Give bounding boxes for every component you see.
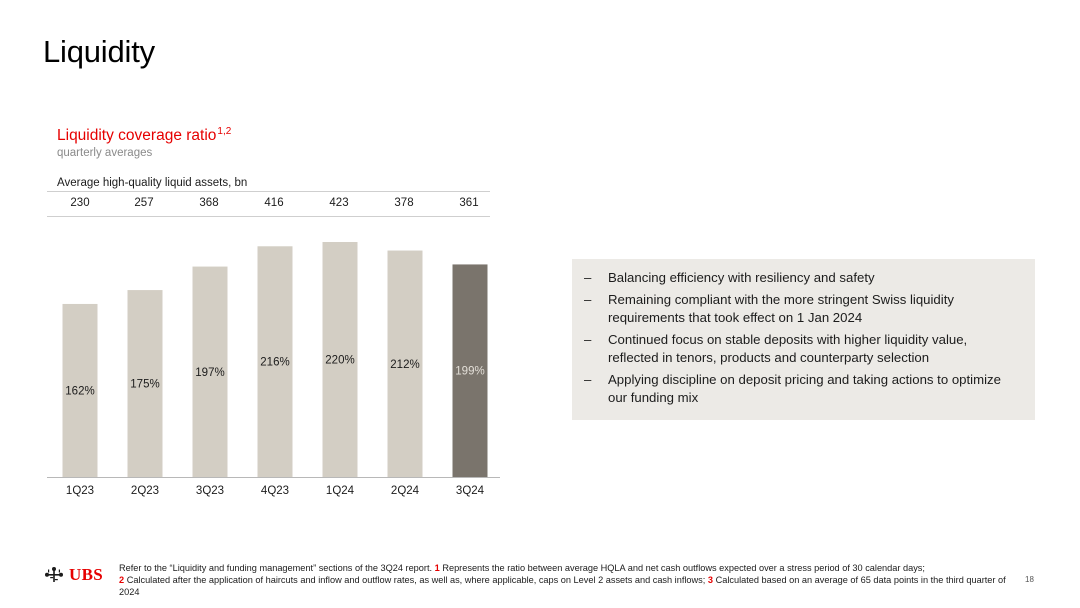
bar-1Q24 xyxy=(322,242,358,477)
hqla-values-row: 230 257 368 416 423 378 361 xyxy=(47,191,490,217)
page-number: 18 xyxy=(1025,575,1034,584)
bar-value-label: 216% xyxy=(260,357,289,369)
bar-value-label: 220% xyxy=(325,355,354,367)
bullet-item: – Applying discipline on deposit pricing… xyxy=(582,371,1017,407)
hqla-value: 368 xyxy=(199,197,219,209)
bar-value-label: 197% xyxy=(195,367,224,379)
ubs-keys-icon xyxy=(45,567,63,582)
bar-value-label: 175% xyxy=(130,379,159,391)
chart-title: Liquidity coverage ratio1,2 xyxy=(57,126,231,145)
bar-2Q24 xyxy=(387,250,423,477)
footnote-number: 3 xyxy=(707,575,714,586)
footnote-intro: Refer to the “Liquidity and funding mana… xyxy=(119,563,433,573)
x-tick-label: 4Q23 xyxy=(261,485,289,497)
hqla-value: 361 xyxy=(459,197,479,209)
hqla-value: 416 xyxy=(264,197,284,209)
bar-4Q23 xyxy=(257,246,293,477)
bullet-text: Continued focus on stable deposits with … xyxy=(608,332,968,365)
x-tick-label: 2Q23 xyxy=(131,485,159,497)
ubs-wordmark: UBS xyxy=(69,565,103,584)
bullet-dash: – xyxy=(584,372,592,387)
x-tick-label: 1Q23 xyxy=(66,485,94,497)
bullet-item: – Balancing efficiency with resiliency a… xyxy=(582,269,1017,287)
hqla-value: 378 xyxy=(394,197,414,209)
page-title: Liquidity xyxy=(43,34,155,69)
bar-3Q23 xyxy=(192,266,228,477)
bar-2Q23 xyxy=(127,290,163,477)
footnote-text: Calculated based on an average of 65 dat… xyxy=(119,575,1006,598)
key-points-box: – Balancing efficiency with resiliency a… xyxy=(572,259,1035,420)
hqla-label: Average high-quality liquid assets, bn xyxy=(57,177,248,189)
chart-title-footnote-ref: 1,2 xyxy=(217,126,232,137)
bullet-dash: – xyxy=(584,332,592,347)
x-tick-label: 3Q24 xyxy=(456,485,485,497)
bar-value-label: 199% xyxy=(455,366,484,378)
hqla-value: 257 xyxy=(134,197,154,209)
bullet-text: Remaining compliant with the more string… xyxy=(608,292,954,325)
bullet-dash: – xyxy=(584,292,592,307)
x-tick-label: 2Q24 xyxy=(391,485,420,497)
bar-1Q23 xyxy=(62,303,98,477)
bullet-text: Applying discipline on deposit pricing a… xyxy=(608,372,1001,405)
bullet-dash: – xyxy=(584,270,592,285)
x-tick-label: 3Q23 xyxy=(196,485,224,497)
x-tick-label: 1Q24 xyxy=(326,485,355,497)
ubs-logo: UBS xyxy=(44,565,103,585)
chart-subtitle: quarterly averages xyxy=(57,147,153,159)
hqla-value: 423 xyxy=(329,197,349,209)
bar-value-label: 162% xyxy=(65,385,94,397)
bullet-item: – Continued focus on stable deposits wit… xyxy=(582,331,1017,367)
bullet-item: – Remaining compliant with the more stri… xyxy=(582,291,1017,327)
footnote-number: 2 xyxy=(119,575,125,586)
footnote-number: 1 xyxy=(434,563,440,573)
hqla-value: 230 xyxy=(70,197,90,209)
bar-value-label: 212% xyxy=(390,359,419,371)
footnote-text: Calculated after the application of hair… xyxy=(126,575,706,586)
bar-3Q24 xyxy=(452,264,488,477)
footnote-text: Represents the ratio between average HQL… xyxy=(442,563,925,573)
lcr-bar-chart: 162% 1Q23 175% 2Q23 197% 3Q23 216% 4Q23 220% 1Q24… xyxy=(47,242,500,497)
bullet-text: Balancing efficiency with resiliency and… xyxy=(608,270,875,285)
chart-title-text: Liquidity coverage ratio xyxy=(57,127,217,144)
footnote: Refer to the “Liquidity and funding mana… xyxy=(119,562,1009,599)
